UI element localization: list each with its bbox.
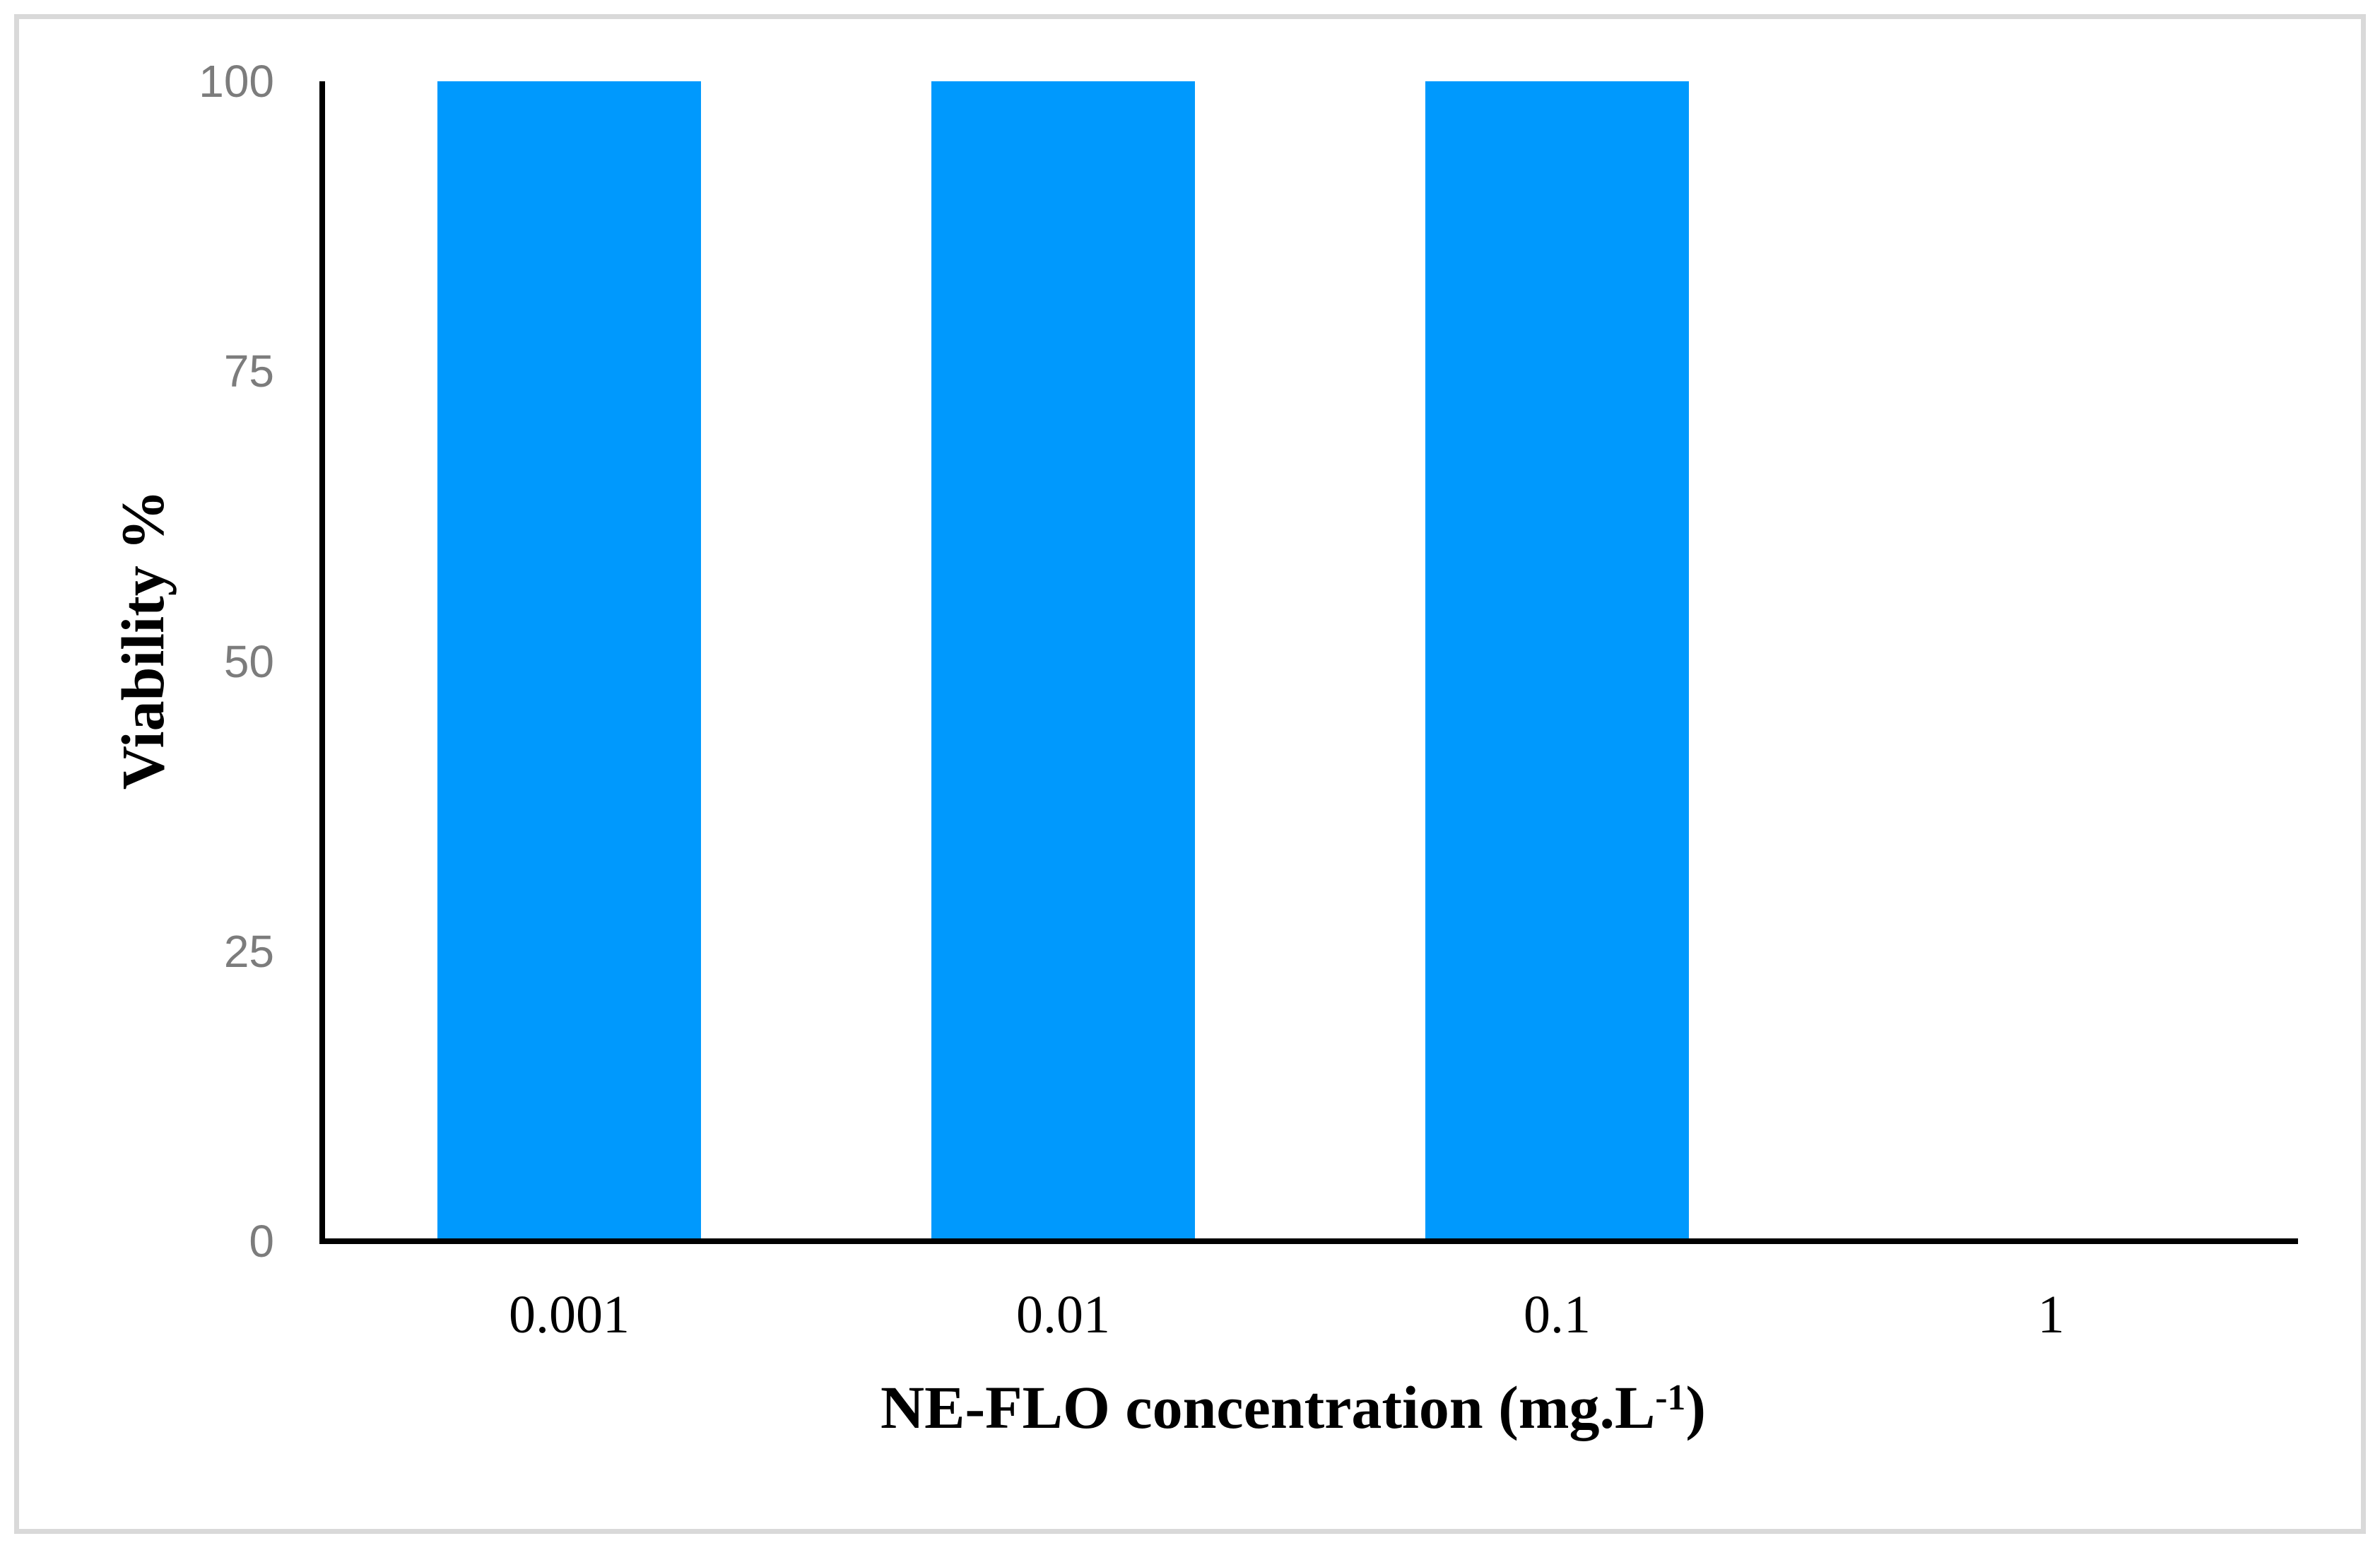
x-axis-title: NE-FLO concentration (mg.L-1) — [880, 1377, 1706, 1438]
x-axis-title-superscript: -1 — [1655, 1378, 1686, 1419]
y-tick-label-0: 0 — [249, 1216, 274, 1267]
y-tick-label-25: 25 — [223, 925, 274, 977]
bar-0.1 — [1425, 81, 1689, 1241]
y-tick-label-100: 100 — [199, 56, 274, 107]
y-tick-label-50: 50 — [223, 635, 274, 687]
bar-0.001 — [437, 81, 701, 1241]
y-axis-line — [319, 81, 325, 1244]
x-tick-label-0.001: 0.001 — [509, 1285, 630, 1344]
x-axis-title-text: NE-FLO concentration (mg.L — [880, 1373, 1656, 1441]
bar-0.01 — [931, 81, 1195, 1241]
x-tick-label-0.1: 0.1 — [1524, 1285, 1591, 1344]
x-axis-line — [319, 1238, 2298, 1244]
x-axis-title-close-paren: ) — [1685, 1373, 1706, 1441]
y-tick-label-75: 75 — [223, 346, 274, 397]
chart-border-frame — [14, 14, 2366, 1534]
x-tick-label-0.01: 0.01 — [1016, 1285, 1110, 1344]
x-tick-label-1: 1 — [2037, 1285, 2065, 1344]
